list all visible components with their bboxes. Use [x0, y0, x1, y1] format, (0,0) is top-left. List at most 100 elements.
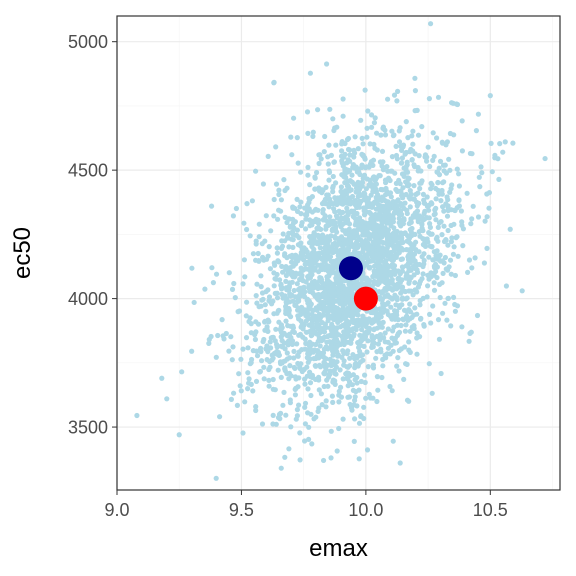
sample-point [326, 249, 332, 255]
sample-point [305, 351, 311, 357]
sample-point [370, 174, 376, 181]
sample-point [344, 209, 350, 215]
sample-point [322, 245, 328, 251]
sample-point [364, 164, 370, 170]
sample-point [313, 363, 319, 369]
sample-point [412, 88, 418, 94]
sample-point [340, 301, 346, 308]
sample-point [340, 221, 346, 227]
sample-point [368, 192, 374, 198]
y-axis-title: ec50 [9, 227, 36, 279]
sample-point [412, 75, 418, 81]
sample-point [274, 290, 280, 296]
sample-point [373, 181, 379, 187]
sample-point [289, 341, 295, 347]
sample-point [256, 234, 262, 240]
sample-point [383, 185, 389, 192]
sample-point [321, 371, 328, 377]
sample-point [333, 337, 339, 343]
sample-point [379, 148, 386, 154]
sample-point [341, 341, 347, 348]
sample-point [479, 170, 485, 176]
sample-point [425, 239, 431, 245]
sample-point [335, 290, 341, 296]
sample-point [470, 203, 476, 209]
sample-point [266, 377, 272, 383]
sample-point [425, 283, 431, 289]
sample-point [361, 404, 367, 410]
sample-point [344, 247, 350, 253]
sample-point [400, 192, 406, 198]
sample-point [402, 328, 408, 334]
sample-point [400, 221, 406, 227]
sample-point [403, 119, 409, 125]
sample-point [388, 249, 394, 256]
sample-point [407, 301, 413, 307]
x-tick-label: 9.5 [229, 500, 254, 520]
sample-point [294, 135, 300, 141]
sample-point [290, 244, 296, 250]
sample-point [454, 101, 461, 108]
sample-point [329, 292, 335, 298]
sample-point [317, 152, 323, 158]
sample-point [329, 393, 335, 399]
sample-point [356, 353, 362, 359]
sample-point [334, 448, 340, 454]
sample-point [440, 310, 446, 316]
sample-point [301, 294, 308, 300]
sample-point [360, 249, 366, 255]
sample-point [253, 407, 259, 414]
sample-point [272, 262, 278, 268]
sample-point [283, 318, 289, 324]
sample-point [377, 296, 383, 302]
sample-point [452, 301, 458, 308]
sample-point [329, 265, 335, 271]
sample-point [313, 305, 319, 311]
sample-point [360, 352, 366, 358]
sample-point [258, 273, 264, 279]
sample-point [340, 113, 346, 119]
sample-point [477, 184, 483, 190]
sample-point [439, 189, 445, 195]
sample-point [288, 134, 294, 140]
sample-point [344, 136, 351, 143]
sample-point [433, 217, 439, 223]
sample-point [435, 169, 441, 175]
sample-point [356, 339, 362, 345]
x-tick-label: 10.5 [473, 500, 508, 520]
sample-point [282, 214, 288, 220]
sample-point [343, 231, 349, 237]
sample-point [245, 345, 251, 351]
sample-point [434, 264, 440, 270]
sample-point [245, 370, 251, 376]
sample-point [341, 315, 347, 321]
sample-point [376, 258, 382, 264]
sample-point [309, 321, 315, 327]
sample-point [307, 182, 313, 188]
sample-point [290, 237, 296, 243]
sample-point [391, 225, 397, 231]
sample-point [320, 292, 326, 298]
sample-point [264, 357, 270, 363]
sample-point [403, 361, 409, 367]
sample-point [374, 398, 380, 405]
sample-point [371, 120, 377, 126]
sample-point [300, 326, 306, 332]
sample-point [323, 404, 329, 410]
sample-point [278, 374, 284, 380]
sample-point [324, 234, 331, 240]
sample-point [408, 229, 414, 235]
sample-point [426, 207, 432, 213]
sample-point [413, 210, 419, 216]
sample-point [391, 253, 397, 259]
sample-point [242, 399, 248, 405]
sample-point [316, 160, 322, 167]
sample-point [410, 128, 416, 134]
sample-point [444, 213, 451, 219]
sample-point [281, 389, 287, 395]
sample-point [324, 61, 330, 67]
sample-point [364, 447, 371, 453]
sample-point [236, 371, 242, 377]
sample-point [328, 341, 334, 347]
sample-point [332, 209, 338, 215]
